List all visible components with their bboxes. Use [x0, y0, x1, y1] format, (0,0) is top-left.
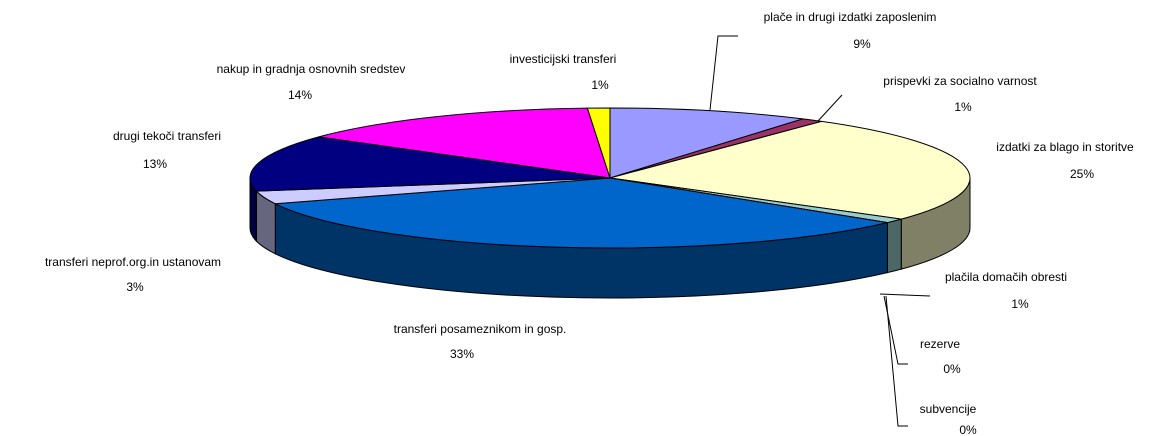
value-label: 1%	[591, 78, 609, 92]
value-label: 33%	[450, 347, 474, 361]
pie-slice	[318, 107, 611, 179]
slice-label: rezerve	[920, 337, 960, 351]
value-label: 1%	[954, 100, 972, 114]
pie-slice	[609, 107, 804, 179]
leader-line	[885, 295, 908, 427]
value-label: 14%	[288, 88, 312, 102]
slice-label: investicijski transferi	[510, 52, 617, 66]
pie-side	[886, 218, 902, 274]
pie-tops	[249, 107, 971, 249]
leader-line	[883, 295, 908, 365]
slice-label: subvencije	[920, 402, 977, 416]
labels: plače in drugi izdatki zaposlenim 9% prisp…	[45, 10, 1134, 436]
value-label: 25%	[1070, 167, 1094, 181]
value-label: 0%	[959, 423, 977, 436]
slice-label: prispevki za socialno varnost	[883, 74, 1037, 88]
pie-slice	[273, 177, 888, 249]
pie-sides	[249, 177, 971, 299]
pie-slice	[249, 136, 611, 192]
slice-label: plače in drugi izdatki zaposlenim	[764, 10, 937, 24]
slice-label: transferi posameznikom in gosp.	[394, 322, 567, 336]
value-label: 3%	[126, 280, 144, 294]
value-label: 1%	[1011, 297, 1029, 311]
value-label: 13%	[143, 157, 167, 171]
slice-label: plačila domačih obresti	[945, 270, 1067, 284]
leader-line	[879, 293, 931, 297]
pie-slice	[609, 120, 971, 220]
leader-line	[709, 35, 738, 111]
slice-label: drugi tekoči transferi	[113, 129, 221, 143]
value-label: 9%	[853, 37, 871, 51]
leader-line	[817, 94, 843, 122]
value-label: 0%	[943, 362, 961, 376]
pie-slice	[586, 107, 611, 179]
slice-label: izdatki za blago in storitve	[996, 140, 1134, 154]
slice-label: transferi neprof.org.in ustanovam	[45, 255, 221, 269]
slice-label: nakup in gradnja osnovnih sredstev	[217, 62, 406, 76]
leader-lines	[709, 35, 931, 427]
